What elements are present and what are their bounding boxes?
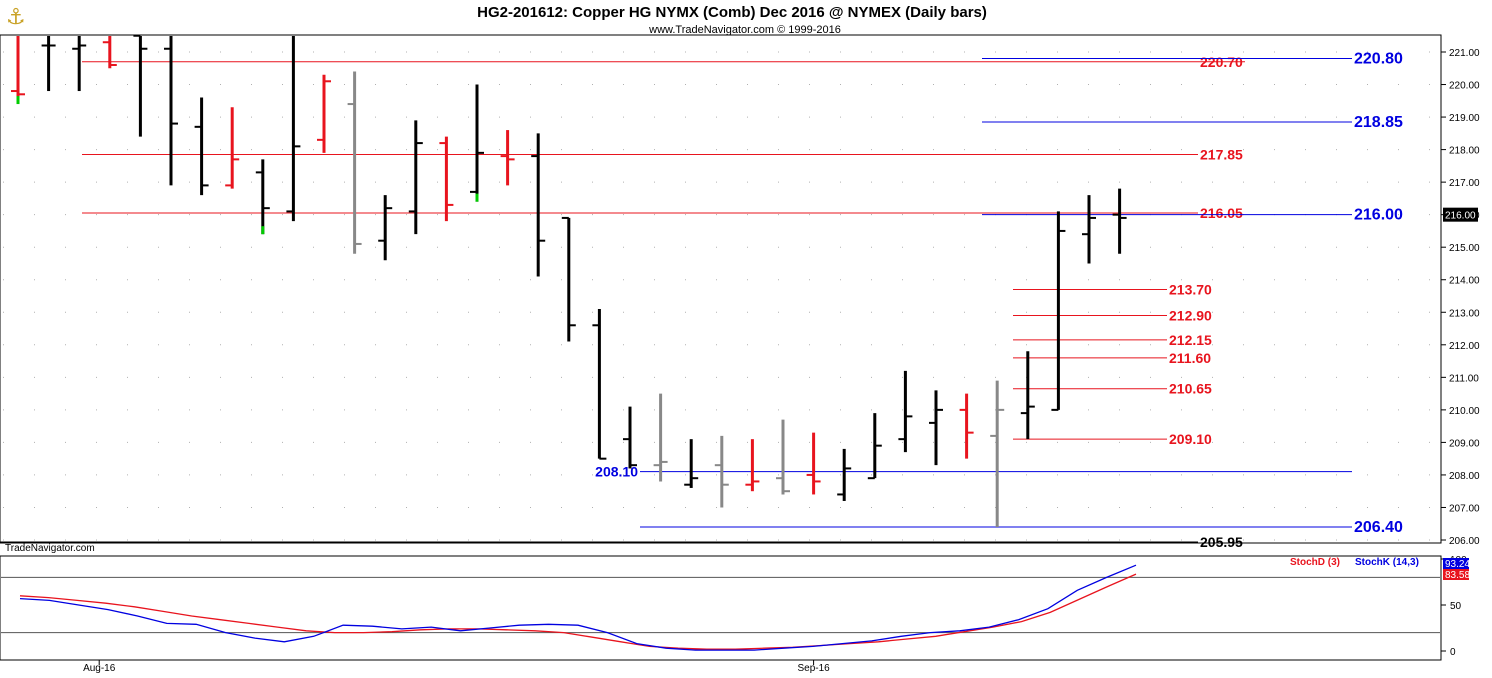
stochastic-pane[interactable] — [0, 555, 1442, 661]
ohlc-bar[interactable] — [317, 74, 331, 153]
watermark: TradeNavigator.com — [5, 543, 95, 554]
stoch-value-label: 93.24 — [1445, 559, 1470, 570]
price-tick-label: 214.00 — [1449, 276, 1480, 287]
price-tick-label: 219.00 — [1449, 113, 1480, 124]
ohlc-bar[interactable] — [1051, 211, 1066, 411]
level-label: 210.65 — [1169, 381, 1212, 397]
ohlc-bar[interactable] — [133, 34, 148, 137]
level-label: 216.00 — [1354, 207, 1403, 224]
price-tick-label: 209.00 — [1449, 438, 1480, 449]
level-label: 209.10 — [1169, 431, 1212, 447]
level-label: 220.80 — [1354, 51, 1403, 68]
price-tick-label: 217.00 — [1449, 178, 1480, 189]
price-tick-label: 220.00 — [1449, 81, 1480, 92]
stoch-tick-label: 0 — [1450, 647, 1456, 658]
stoch-value-box — [1443, 558, 1469, 569]
level-label: 205.95 — [1200, 534, 1243, 550]
price-tick-label: 210.00 — [1449, 406, 1480, 417]
chart-subtitle: www.TradeNavigator.com © 1999-2016 — [648, 24, 841, 36]
ohlc-bar[interactable] — [102, 36, 117, 69]
ohlc-bar[interactable] — [1020, 351, 1035, 440]
ohlc-bar[interactable] — [684, 439, 699, 488]
stoch-value-box — [1443, 569, 1469, 580]
navigator-logo-icon[interactable]: ⚓ — [6, 5, 26, 30]
ohlc-bar[interactable] — [347, 71, 362, 254]
price-tick-label: 213.00 — [1449, 308, 1480, 319]
ohlc-bar[interactable] — [378, 195, 393, 261]
level-label: 211.60 — [1169, 350, 1211, 366]
stoch-series-line — [19, 573, 1137, 650]
level-label: 216.05 — [1200, 205, 1243, 221]
ohlc-bar[interactable] — [1112, 188, 1127, 254]
price-tick-label: 212.00 — [1449, 341, 1480, 352]
ohlc-bar[interactable] — [653, 393, 668, 482]
stoch-tick-label: 50 — [1450, 601, 1462, 612]
level-label: 220.70 — [1200, 54, 1243, 70]
chart-title: HG2-201612: Copper HG NYMX (Comb) Dec 20… — [477, 4, 987, 21]
ohlc-bar[interactable] — [929, 390, 943, 466]
level-label: 212.15 — [1169, 332, 1212, 348]
stoch-value-label: 83.58 — [1445, 570, 1470, 581]
stoch-series-line — [19, 564, 1137, 651]
ohlc-bar[interactable] — [561, 216, 576, 342]
ohlc-bar[interactable] — [990, 380, 1005, 527]
ohlc-bar[interactable] — [470, 84, 484, 202]
level-label: 213.70 — [1169, 281, 1212, 297]
ohlc-bar[interactable] — [11, 36, 25, 105]
ohlc-bar[interactable] — [898, 370, 913, 453]
ohlc-bar[interactable] — [225, 107, 240, 189]
ohlc-bar[interactable] — [41, 36, 56, 92]
ohlc-bar[interactable] — [837, 448, 852, 501]
ohlc-bar[interactable] — [714, 435, 729, 508]
price-tick-label: 207.00 — [1449, 503, 1480, 514]
ohlc-bar[interactable] — [500, 130, 515, 186]
price-tick-label: 211.00 — [1449, 373, 1479, 384]
ohlc-bar[interactable] — [72, 36, 87, 92]
ohlc-bar[interactable] — [255, 159, 270, 235]
price-tick-label: 206.00 — [1449, 536, 1480, 547]
price-tick-label: 215.00 — [1449, 243, 1480, 254]
level-label: 217.85 — [1200, 146, 1243, 162]
level-label: 212.90 — [1169, 308, 1212, 324]
ohlc-bar[interactable] — [439, 136, 454, 222]
ohlc-bar[interactable] — [408, 120, 423, 235]
level-label: 208.10 — [595, 464, 638, 480]
x-tick-label: Aug-16 — [83, 663, 116, 674]
stoch-legend-item: StochD (3) — [1290, 557, 1340, 568]
level-label: 206.40 — [1354, 519, 1403, 536]
ohlc-bar[interactable] — [745, 439, 760, 492]
last-price-box — [1443, 207, 1478, 222]
last-price-label: 216.00 — [1445, 211, 1476, 222]
price-tick-label: 208.00 — [1449, 471, 1480, 482]
ohlc-bar[interactable] — [776, 419, 790, 495]
ohlc-bar[interactable] — [592, 309, 607, 460]
ohlc-bar[interactable] — [623, 406, 637, 469]
x-tick-label: Sep-16 — [797, 663, 830, 674]
svg-text:⚓: ⚓ — [6, 5, 26, 30]
price-tick-label: 218.00 — [1449, 146, 1480, 157]
ohlc-bar[interactable] — [286, 36, 301, 222]
stoch-legend-item: StochK (14,3) — [1355, 557, 1419, 568]
ohlc-bar[interactable] — [164, 36, 178, 186]
ohlc-bar[interactable] — [806, 432, 821, 495]
ohlc-bar[interactable] — [531, 133, 546, 277]
ohlc-bar[interactable] — [959, 393, 974, 459]
level-label: 218.85 — [1354, 114, 1403, 131]
ohlc-bar[interactable] — [1082, 195, 1096, 264]
ohlc-bar[interactable] — [194, 97, 209, 196]
ohlc-bar[interactable] — [867, 413, 882, 480]
price-tick-label: 221.00 — [1449, 48, 1480, 59]
